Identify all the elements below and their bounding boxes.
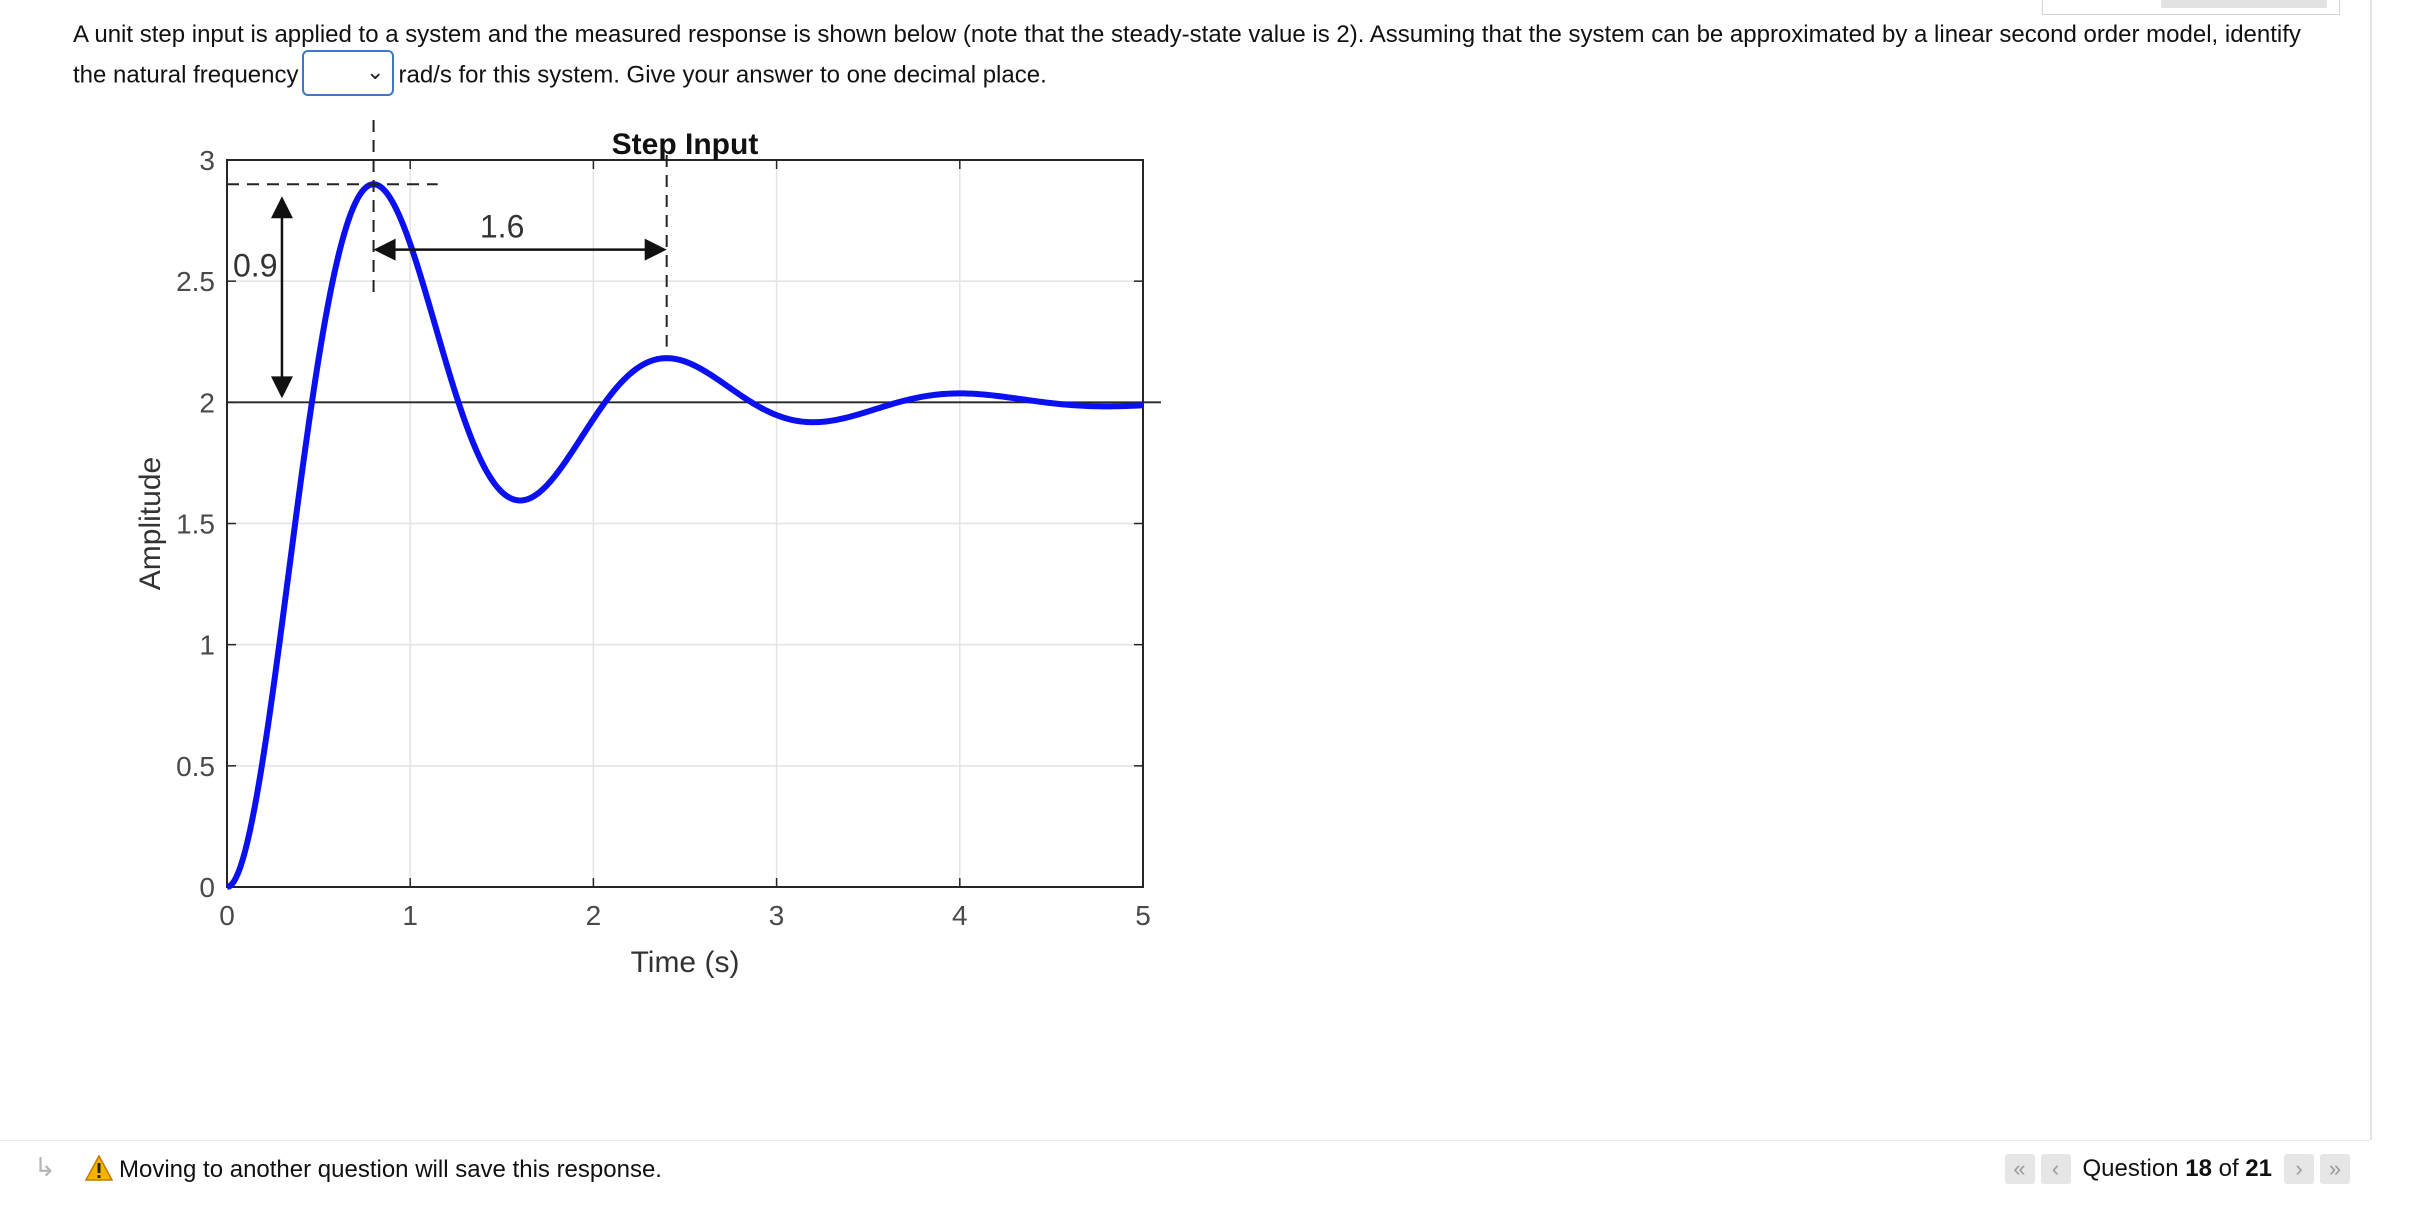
question-text: A unit step input is applied to a system…	[73, 16, 2333, 99]
overshoot-arrow-head-down	[270, 376, 293, 399]
x-tick-label: 5	[1135, 900, 1151, 931]
pager-of: of	[2211, 1155, 2246, 1182]
period-arrow-head-left	[373, 238, 396, 261]
footer-bar: ↳ Moving to another question will save t…	[0, 1142, 2370, 1196]
natural-frequency-dropdown[interactable]: ⌄	[302, 50, 395, 96]
x-tick-label: 2	[586, 900, 602, 931]
x-tick-label: 3	[769, 900, 785, 931]
save-warning-text: Moving to another question will save thi…	[119, 1156, 662, 1183]
total-questions: 21	[2245, 1155, 2272, 1182]
period-label: 1.6	[480, 209, 524, 245]
y-tick-label: 0	[199, 872, 215, 903]
right-border	[2370, 0, 2372, 1140]
question-pager: « ‹ Question 18 of 21 › »	[2004, 1154, 2350, 1184]
y-tick-label: 0.5	[176, 751, 215, 782]
footer-divider	[0, 1140, 2370, 1141]
step-response-chart: 0 1 2 3 4 5 0 0.5 1 1.5 2 2.5 3 Step Input Time (s) Amp…	[134, 120, 1161, 979]
chevron-down-icon: ⌄	[366, 59, 385, 84]
pager-label: Question 18 of 21	[2083, 1155, 2273, 1183]
chart-title: Step Input	[612, 128, 759, 161]
x-tick-label: 0	[219, 900, 235, 931]
current-question-number: 18	[2185, 1155, 2212, 1182]
warning-icon	[84, 1154, 114, 1181]
pager-prefix: Question	[2082, 1155, 2186, 1182]
previous-question-button[interactable]: ‹	[2040, 1154, 2071, 1184]
top-right-button[interactable]	[2161, 0, 2327, 8]
y-tick-label: 1	[199, 630, 215, 661]
next-question-button[interactable]: ›	[2284, 1154, 2314, 1184]
period-arrow-head-right	[644, 238, 667, 261]
top-right-panel	[2042, 0, 2340, 15]
y-tick-label: 1.5	[176, 509, 215, 540]
x-axis-label: Time (s)	[631, 946, 740, 979]
y-tick-label: 3	[199, 145, 215, 176]
y-tick-label: 2	[199, 387, 215, 418]
x-tick-label: 1	[402, 900, 418, 931]
return-arrow-icon: ↳	[34, 1152, 56, 1182]
y-axis-label: Amplitude	[134, 457, 167, 590]
first-question-button[interactable]: «	[2004, 1154, 2035, 1184]
question-text-after: rad/s for this system. Give your answer …	[398, 61, 1047, 89]
x-tick-label: 4	[952, 900, 968, 931]
overshoot-arrow-head-up	[270, 196, 293, 219]
overshoot-label: 0.9	[233, 247, 277, 283]
response-curve	[226, 181, 1144, 890]
y-tick-label: 2.5	[176, 266, 215, 297]
last-question-button[interactable]: »	[2320, 1154, 2350, 1184]
question-text-before: A unit step input is applied to a system…	[73, 21, 2301, 89]
